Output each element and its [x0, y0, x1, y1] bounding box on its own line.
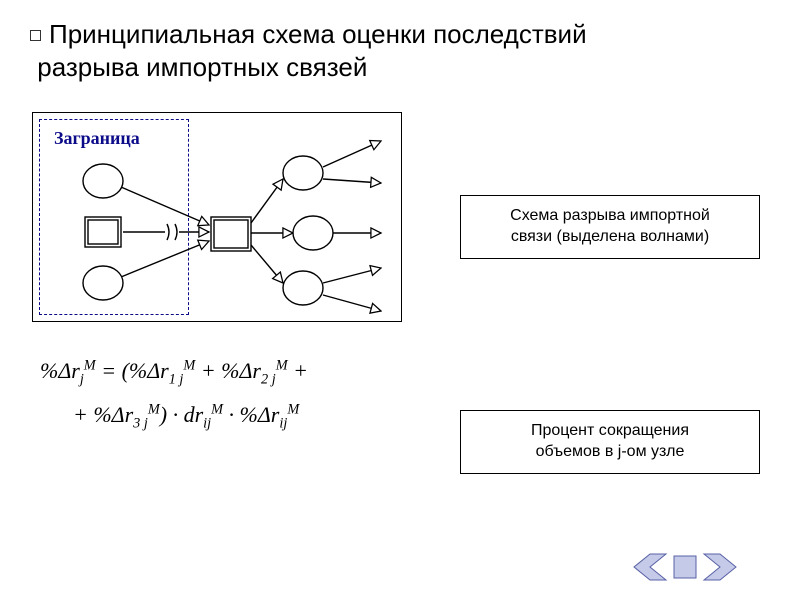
formula-block: %ΔrjM = (%Δr1 jM + %Δr2 jM + + %Δr3 jM) … — [40, 350, 440, 437]
title-line1: Принципиальная схема оценки последствий — [49, 19, 587, 49]
title-bullet-icon — [30, 30, 41, 41]
diagram-container: Заграница — [32, 112, 402, 322]
nav-square-icon[interactable] — [672, 554, 698, 580]
title-line2: разрыва импортных связей — [37, 52, 367, 82]
desc1-line1: Схема разрыва импортной — [510, 207, 710, 224]
diagram-svg — [33, 113, 403, 323]
desc2-line1: Процент сокращения — [531, 422, 689, 439]
nav-controls — [630, 552, 740, 582]
chevron-right-icon[interactable] — [702, 552, 740, 582]
desc1-line2: связи (выделена волнами) — [511, 228, 709, 245]
desc2-line2: объемов в j-ом узле — [536, 443, 685, 460]
slide-title: Принципиальная схема оценки последствий … — [30, 18, 770, 83]
chevron-left-icon[interactable] — [630, 552, 668, 582]
description-box-2: Процент сокращения объемов в j-ом узле — [460, 410, 760, 474]
description-box-1: Схема разрыва импортной связи (выделена … — [460, 195, 760, 259]
